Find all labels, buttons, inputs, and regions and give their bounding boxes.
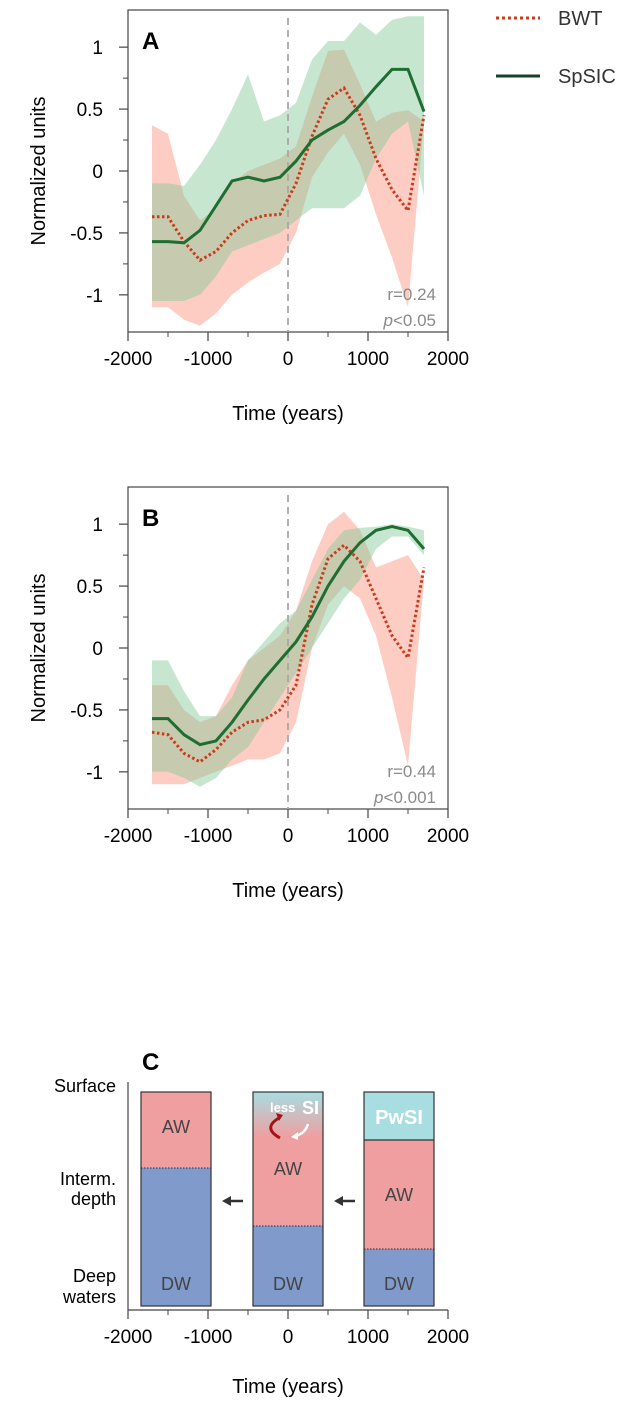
panel-c-letter: C — [142, 1049, 159, 1076]
panel-b-p-italic: p — [373, 788, 383, 807]
panel-b-r-value: r=0.44 — [387, 762, 436, 781]
panel-a-y-tick-label: 0.5 — [77, 100, 103, 121]
panel-c-x-label: Time (years) — [232, 1376, 343, 1398]
panel-b-x-tick-label: 1000 — [347, 826, 389, 847]
panel-b-x-label: Time (years) — [232, 880, 343, 902]
column-3-dw-layer — [364, 1249, 434, 1306]
panel-b-p-rest: <0.001 — [384, 788, 436, 807]
legend-bwt-label: BWT — [558, 8, 602, 30]
panel-b-y-label: Normalized units — [28, 574, 50, 723]
panel-b-spsic-line — [152, 525, 426, 747]
depth-label-intermediate-2: depth — [71, 1189, 116, 1209]
legend: BWT SpSIC — [496, 8, 616, 88]
panel-a-y-tick-label: 0 — [92, 162, 103, 183]
panel-b-plot-area — [151, 495, 426, 809]
column-3-aw-label: AW — [385, 1185, 413, 1205]
panel-a-x-axis: -2000 -1000 0 1000 2000 — [104, 332, 469, 370]
panel-a-x-tick-label: -1000 — [184, 349, 233, 370]
panel-a-letter: A — [142, 28, 159, 55]
panel-a-y-tick-label: 1 — [92, 38, 103, 59]
panel-b-bwt-line — [151, 543, 426, 764]
panel-c-x-tick-label: 0 — [283, 1327, 294, 1348]
column-3-aw-layer — [364, 1140, 434, 1249]
panel-a-p-rest: <0.05 — [393, 311, 436, 330]
column-1-aw-layer — [141, 1092, 211, 1168]
column-1-dw-layer — [141, 1168, 211, 1306]
panel-b-y-tick-label: 1 — [92, 515, 103, 536]
panel-a-x-tick-label: 1000 — [347, 349, 389, 370]
panel-b-x-tick-label: 0 — [283, 826, 294, 847]
column-2-aw-label: AW — [274, 1159, 302, 1179]
panel-a-y-tick-label: -1 — [86, 286, 103, 307]
panel-c-x-axis: -2000 -1000 0 1000 2000 — [104, 1310, 469, 1348]
mixing-arrow-red-icon — [269, 1116, 281, 1140]
panel-c-x-tick-label: -1000 — [184, 1327, 233, 1348]
panel-a-bwt-line — [152, 85, 426, 263]
column-3-pwsi-layer — [364, 1092, 434, 1140]
depth-label-deep-1: Deep — [73, 1266, 116, 1286]
panel-b-y-axis: 1 0.5 0 -0.5 -1 — [70, 515, 128, 784]
mixing-arrow-red-head-icon — [276, 1113, 283, 1121]
panel-a-x-label: Time (years) — [232, 403, 343, 425]
panel-a-x-tick-label: -2000 — [104, 349, 153, 370]
panel-b-y-tick-label: -1 — [86, 763, 103, 784]
legend-spsic-label: SpSIC — [558, 66, 616, 88]
panel-b-x-tick-label: 2000 — [427, 826, 469, 847]
column-3-dw-label: DW — [384, 1274, 414, 1294]
panel-a-spsic-uncertainty-band — [152, 16, 424, 301]
column-2-dw-label: DW — [273, 1274, 303, 1294]
column-2-dw-layer — [253, 1226, 323, 1306]
panel-a-spsic-line — [152, 67, 426, 245]
panel-a-x-tick-label: 0 — [283, 349, 294, 370]
panel-a-r-value: r=0.24 — [387, 285, 436, 304]
panel-a-y-tick-label: -0.5 — [70, 224, 103, 245]
panel-b-x-tick-label: -2000 — [104, 826, 153, 847]
column-1-aw-label: AW — [162, 1117, 190, 1137]
mixing-arrow-white-head-icon — [291, 1132, 298, 1140]
depth-label-intermediate-1: Interm. — [60, 1169, 116, 1189]
panel-a-chart: A r=0.24 p<0.05 10.50-0.5-1 -2000 -1000 0 1… — [28, 9, 469, 425]
column-2-si-label: SI — [302, 1098, 319, 1118]
panel-b-x-axis: -2000 -1000 0 1000 2000 — [104, 809, 469, 847]
water-column-2: less SI AW DW — [252, 1091, 324, 1307]
panel-b-y-tick-label: 0.5 — [77, 577, 103, 598]
column-2-surface-gradient — [253, 1092, 323, 1137]
column-2-less-label: less — [270, 1100, 295, 1115]
panel-c-x-tick-label: 1000 — [347, 1327, 389, 1348]
water-column-3: PwSI AW DW — [363, 1091, 435, 1307]
water-column-1: AW DW — [140, 1091, 212, 1307]
panel-a-y-label: Normalized units — [28, 97, 50, 246]
arrow-left-1 — [222, 1196, 243, 1206]
panel-b-letter: B — [142, 505, 159, 532]
column-3-pwsi-label: PwSI — [375, 1107, 423, 1129]
panel-c-x-tick-label: 2000 — [427, 1327, 469, 1348]
panel-b-bwt-uncertainty-band — [152, 511, 424, 785]
panel-b-p-value: p<0.001 — [373, 788, 436, 807]
panel-a-p-value: p<0.05 — [383, 311, 436, 330]
depth-label-deep-2: waters — [62, 1287, 116, 1307]
panel-a-y-axis: 1 0.5 0 -0.5 -1 — [70, 38, 128, 307]
panel-a-x-tick-label: 2000 — [427, 349, 469, 370]
arrow-left-2 — [334, 1196, 355, 1206]
panel-a-plot-area — [152, 16, 426, 332]
column-1-outline — [140, 1091, 212, 1307]
panel-b-y-tick-label: 0 — [92, 639, 103, 660]
panel-a-p-italic: p — [383, 311, 393, 330]
column-3-outline — [363, 1091, 435, 1307]
column-2-outline — [252, 1091, 324, 1307]
panel-c-x-tick-label: -2000 — [104, 1327, 153, 1348]
depth-label-surface: Surface — [54, 1076, 116, 1096]
panel-b-chart: B r=0.44 p<0.001 1 0.5 0 -0.5 -1 -2000 -1000 0… — [28, 486, 469, 902]
column-1-dw-label: DW — [161, 1274, 191, 1294]
panel-c-diagram: C -2000 -1000 0 1000 2000 Time (years) Surfa… — [54, 1049, 469, 1398]
panel-b-y-tick-label: -0.5 — [70, 701, 103, 722]
column-2-aw-layer — [253, 1137, 323, 1226]
panel-b-x-tick-label: -1000 — [184, 826, 233, 847]
